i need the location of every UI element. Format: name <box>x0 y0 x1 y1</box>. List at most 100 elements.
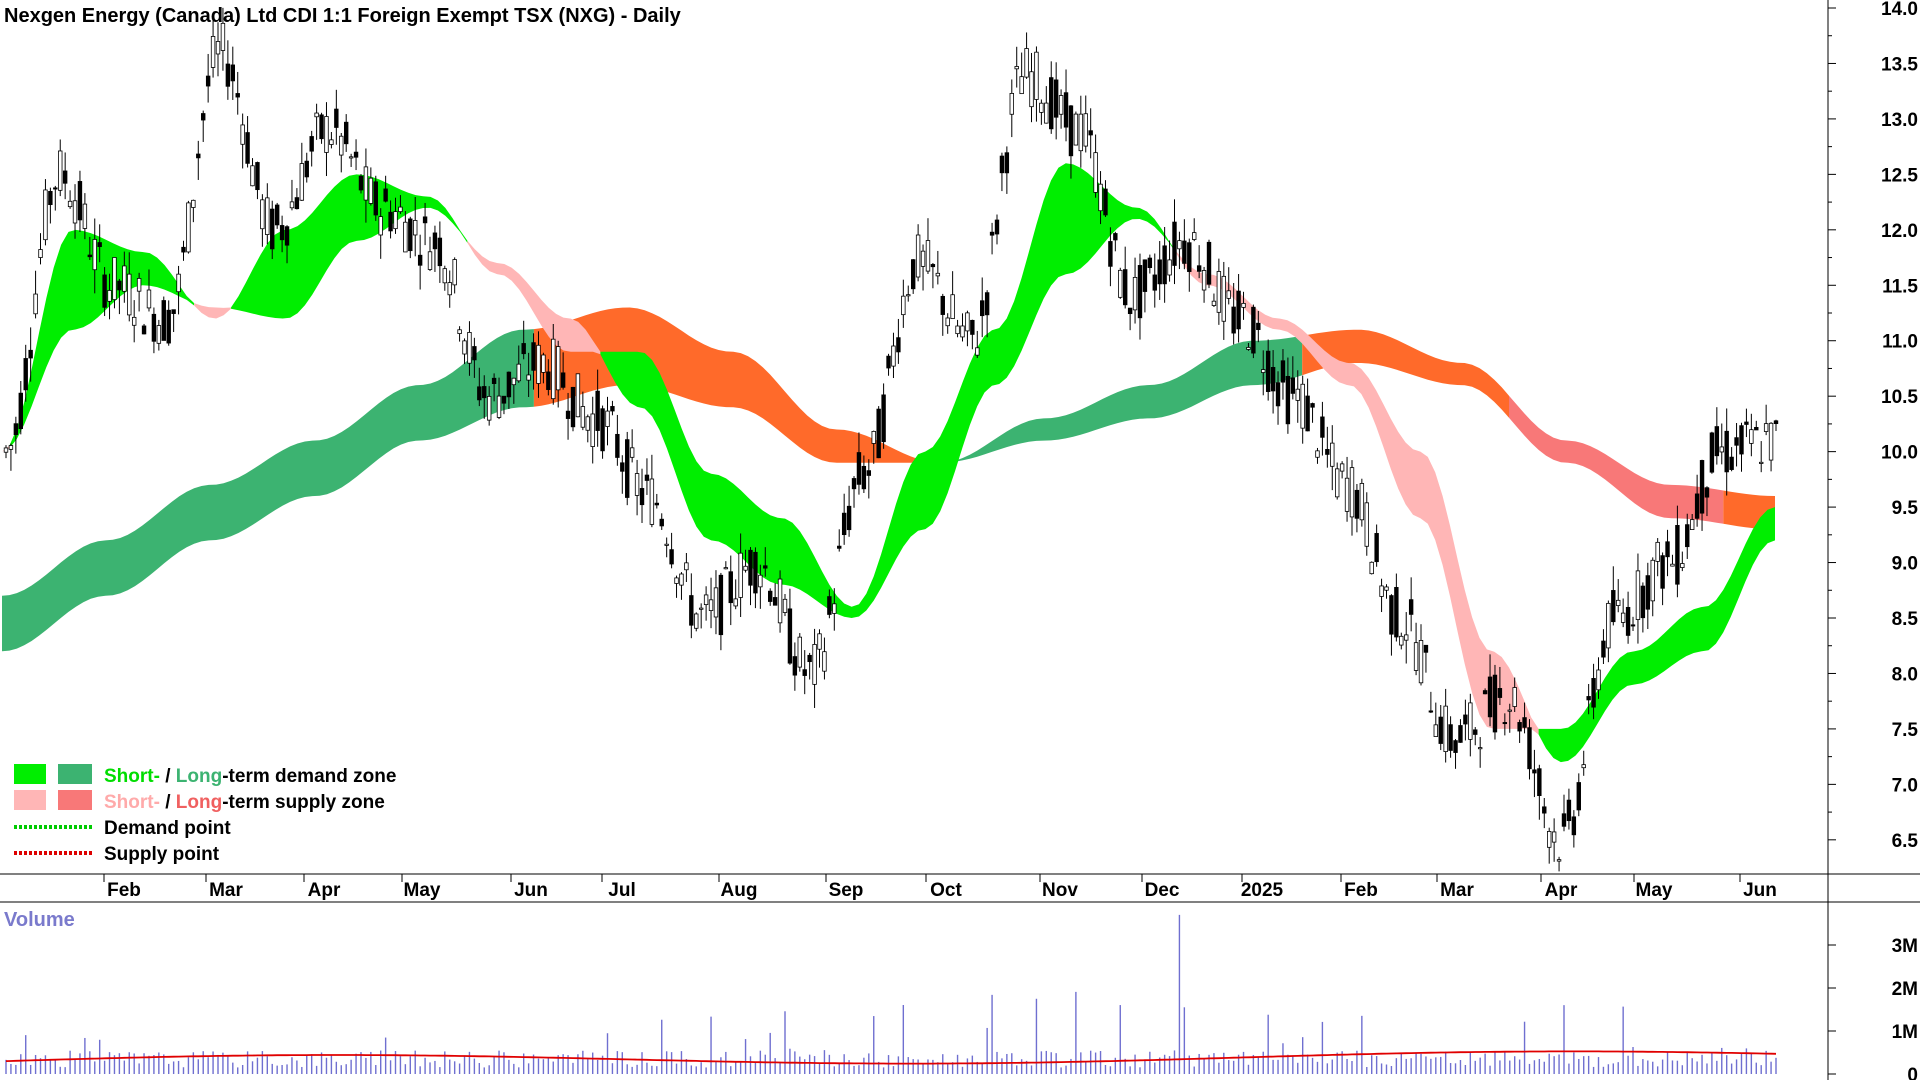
short-term-zone <box>9 229 195 449</box>
candle-body <box>1058 95 1064 115</box>
candle <box>33 270 38 319</box>
candle <box>812 628 817 708</box>
zones-layer <box>2 163 1775 763</box>
candle <box>994 214 1000 245</box>
candle <box>1118 267 1123 299</box>
candle <box>1399 632 1404 650</box>
candle <box>1547 827 1552 864</box>
candle <box>772 583 778 606</box>
candle-body <box>1201 270 1207 291</box>
candle <box>1443 688 1448 763</box>
candle-body <box>1650 559 1655 602</box>
candle <box>1187 238 1192 292</box>
candle <box>970 319 975 350</box>
candle <box>171 309 176 333</box>
chart-title: Nexgen Energy (Canada) Ltd CDI 1:1 Forei… <box>4 5 682 27</box>
candle-body <box>1763 423 1769 432</box>
candle <box>531 333 536 390</box>
candle-body <box>102 274 107 308</box>
candle <box>580 391 586 431</box>
candle <box>1453 739 1458 769</box>
candle-body <box>398 206 403 213</box>
candle <box>876 406 881 459</box>
candle-body <box>250 165 255 187</box>
candle <box>220 7 226 71</box>
candle <box>886 353 891 376</box>
candle-body <box>560 372 566 388</box>
candle-body <box>1675 525 1680 585</box>
candle-body <box>1719 446 1724 453</box>
candle-body <box>748 549 753 586</box>
x-tick-label: Apr <box>308 880 341 901</box>
candle-body <box>1162 245 1167 285</box>
candle <box>1571 810 1577 848</box>
candle <box>1591 663 1596 720</box>
candle-body <box>1596 669 1601 691</box>
candle-body <box>442 268 448 284</box>
candle-body <box>230 64 235 82</box>
candle <box>925 218 931 274</box>
candle <box>1763 404 1769 436</box>
candle-body <box>1739 425 1744 455</box>
candle-body <box>161 300 166 341</box>
candle-body <box>225 63 231 87</box>
candle <box>87 236 93 260</box>
candle <box>1014 46 1019 88</box>
candle-body <box>314 112 319 118</box>
candle-body <box>1349 467 1355 518</box>
candle-body <box>1413 642 1419 671</box>
candle <box>1527 719 1532 780</box>
candle-body <box>1458 725 1463 743</box>
candle-body <box>1374 533 1379 563</box>
candle-body <box>841 512 847 536</box>
candle <box>467 321 472 376</box>
candle <box>1201 266 1207 303</box>
candle-body <box>1310 403 1315 408</box>
candle <box>240 113 245 169</box>
candle-body <box>1507 709 1512 712</box>
candle-body <box>1221 275 1226 322</box>
candle <box>304 152 309 183</box>
candle-body <box>43 189 48 241</box>
candle <box>294 188 300 210</box>
x-tick-label: Dec <box>1145 880 1180 901</box>
legend-long-demand-swatch <box>58 764 92 784</box>
candle-body <box>1187 242 1192 272</box>
candle-body <box>1147 257 1153 269</box>
candle <box>378 208 383 259</box>
candle <box>856 432 862 495</box>
candle-body <box>1423 644 1429 653</box>
candle-body <box>610 406 615 412</box>
candle <box>491 373 497 402</box>
candle <box>610 400 615 416</box>
candle-body <box>1556 859 1562 862</box>
candle <box>910 259 916 294</box>
candle <box>1379 578 1384 613</box>
candle <box>1206 239 1212 289</box>
candle <box>1394 573 1399 642</box>
candle-body <box>1709 432 1715 473</box>
candle <box>191 199 196 223</box>
price-tick-label: 11.0 <box>1882 332 1918 353</box>
candle <box>299 142 305 201</box>
x-tick-label: Jun <box>1743 880 1777 901</box>
candle <box>97 224 102 263</box>
candle <box>1586 683 1591 715</box>
candle <box>1566 788 1572 830</box>
candle <box>127 252 132 322</box>
candle-body <box>782 598 788 613</box>
candle <box>250 158 255 187</box>
candle-body <box>319 114 324 140</box>
candle <box>1285 357 1291 434</box>
candle-body <box>1325 449 1330 455</box>
candle-body <box>452 259 457 286</box>
candle-body <box>1354 489 1360 519</box>
candle-body <box>1364 502 1369 547</box>
candle-body <box>358 175 364 191</box>
candle-body <box>1487 676 1493 718</box>
candle <box>141 323 147 335</box>
candle <box>629 429 635 463</box>
candle <box>1542 797 1547 829</box>
candle-body <box>659 518 664 527</box>
candle-body <box>1192 232 1197 240</box>
